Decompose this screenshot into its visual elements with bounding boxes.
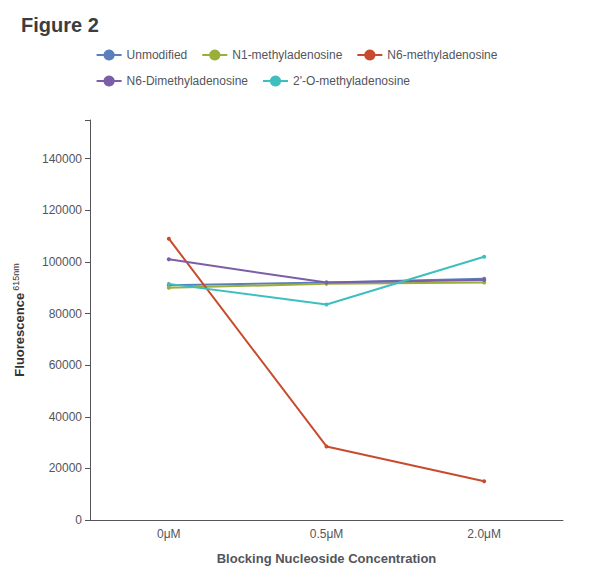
svg-text:2.0μM: 2.0μM [467,527,501,541]
svg-text:Blocking Nucleoside Concentrat: Blocking Nucleoside Concentration [217,551,437,566]
svg-text:2'-O-methyladenosine: 2'-O-methyladenosine [293,74,410,88]
svg-text:100000: 100000 [42,255,82,269]
svg-text:40000: 40000 [49,410,83,424]
svg-text:Fluorescence: Fluorescence [12,293,27,377]
svg-text:Unmodified: Unmodified [127,48,188,62]
svg-text:0: 0 [75,513,82,527]
svg-text:Figure 2: Figure 2 [21,14,99,36]
svg-text:80000: 80000 [49,307,83,321]
svg-text:60000: 60000 [49,358,83,372]
svg-text:20000: 20000 [49,461,83,475]
svg-text:120000: 120000 [42,203,82,217]
svg-text:615nm: 615nm [11,263,21,291]
svg-text:0μM: 0μM [157,527,181,541]
svg-text:0.5μM: 0.5μM [310,527,344,541]
svg-text:N6-Dimethyladenosine: N6-Dimethyladenosine [127,74,249,88]
svg-text:N1-methyladenosine: N1-methyladenosine [232,48,342,62]
svg-text:140000: 140000 [42,152,82,166]
svg-text:N6-methyladenosine: N6-methyladenosine [387,48,497,62]
